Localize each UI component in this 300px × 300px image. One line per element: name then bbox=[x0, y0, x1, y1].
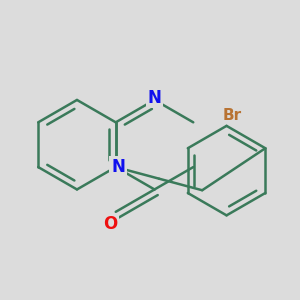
Text: Br: Br bbox=[223, 108, 242, 123]
Text: N: N bbox=[111, 158, 125, 176]
Text: O: O bbox=[103, 214, 117, 232]
Text: N: N bbox=[148, 88, 161, 106]
